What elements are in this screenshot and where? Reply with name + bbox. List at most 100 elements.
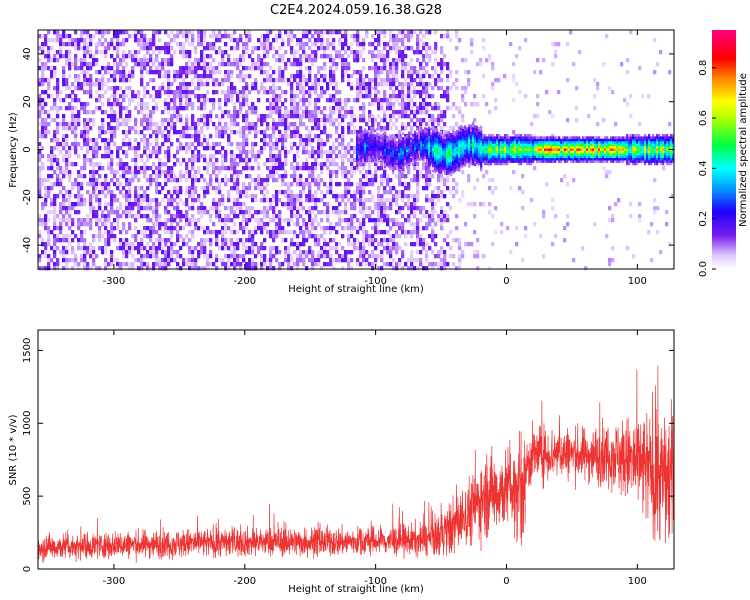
heatmap-cell [407,102,411,107]
heatmap-cell [203,58,207,63]
heatmap-cell [182,70,186,75]
heatmap-cell [326,206,330,211]
heatmap-cell [299,46,303,51]
heatmap-cell [320,150,324,155]
heatmap-cell [398,46,402,51]
heatmap-cell [194,50,198,55]
heatmap-cell [362,153,365,157]
heatmap-cell [290,198,294,203]
heatmap-cell [266,106,270,111]
heatmap-cell [242,114,246,119]
heatmap-cell [200,74,204,79]
heatmap-cell [131,54,135,59]
heatmap-cell [284,258,288,263]
heatmap-cell [431,202,435,207]
heatmap-cell [410,70,414,75]
heatmap-cell [416,190,420,195]
heatmap-cell [335,66,339,71]
heatmap-cell [230,118,234,123]
heatmap-cell [41,98,45,103]
heatmap-cell [536,102,540,107]
heatmap-cell [137,210,141,215]
heatmap-cell [377,202,381,207]
heatmap-cell [299,214,303,219]
heatmap-cell [62,114,66,119]
heatmap-cell [203,206,207,211]
heatmap-cell [89,210,93,215]
heatmap-cell [284,50,288,55]
heatmap-cell [41,166,45,171]
heatmap-cell [431,174,435,179]
heatmap-cell [239,94,243,99]
heatmap-cell [368,110,372,115]
heatmap-cell [320,130,324,135]
heatmap-cell [44,102,48,107]
heatmap-cell [218,106,222,111]
heatmap-cell [44,126,48,131]
heatmap-cell [155,230,159,235]
heatmap-cell [83,254,87,259]
heatmap-cell [323,246,327,251]
heatmap-cell [62,66,66,71]
heatmap-cell [257,38,261,43]
heatmap-cell [173,122,177,127]
heatmap-cell [101,190,105,195]
heatmap-cell [272,158,276,163]
heatmap-cell [668,242,672,247]
heatmap-cell [146,202,150,207]
heatmap-cell [158,258,162,263]
heatmap-cell [176,30,180,35]
heatmap-cell [431,230,435,235]
heatmap-cell [236,214,240,219]
heatmap-cell [134,258,138,263]
heatmap-cell [326,42,330,47]
heatmap-cell [158,174,162,179]
heatmap-cell [434,210,438,215]
heatmap-cell [257,150,261,155]
heatmap-cell [107,202,111,207]
heatmap-cell [119,58,123,63]
heatmap-cell [272,126,276,131]
heatmap-cell [353,246,357,251]
heatmap-cell [140,30,144,35]
heatmap-cell [95,82,99,87]
heatmap-cell [368,262,372,267]
heatmap-cell [134,154,138,159]
heatmap-cell [248,90,252,95]
heatmap-cell [122,242,126,247]
heatmap-cell [464,222,468,227]
heatmap-cell [638,202,642,207]
heatmap-cell [134,118,138,123]
heatmap-cell [224,178,228,183]
heatmap-cell [416,194,420,199]
heatmap-cell [83,82,87,87]
heatmap-cell [41,202,45,207]
heatmap-cell [425,198,429,203]
heatmap-cell [353,126,357,131]
heatmap-cell [299,114,303,119]
heatmap-cell [440,262,444,267]
heatmap-cell [134,138,138,143]
heatmap-cell [512,78,516,83]
heatmap-cell [266,46,270,51]
heatmap-cell [260,130,264,135]
heatmap-cell [128,78,132,83]
heatmap-cell [119,70,123,75]
heatmap-cell [140,246,144,251]
heatmap-cell [581,246,585,251]
heatmap-cell [170,90,174,95]
heatmap-cell [65,238,69,243]
heatmap-cell [326,46,330,51]
heatmap-cell [86,218,90,223]
heatmap-cell [143,194,147,199]
heatmap-cell [233,62,237,67]
heatmap-cell [218,142,222,147]
heatmap-cell [125,106,129,111]
heatmap-cell [185,146,189,151]
heatmap-cell [185,210,189,215]
heatmap-cell [344,34,348,39]
heatmap-cell [358,153,361,156]
heatmap-cell [140,186,144,191]
heatmap-cell [176,158,180,163]
heatmap-cell [122,246,126,251]
